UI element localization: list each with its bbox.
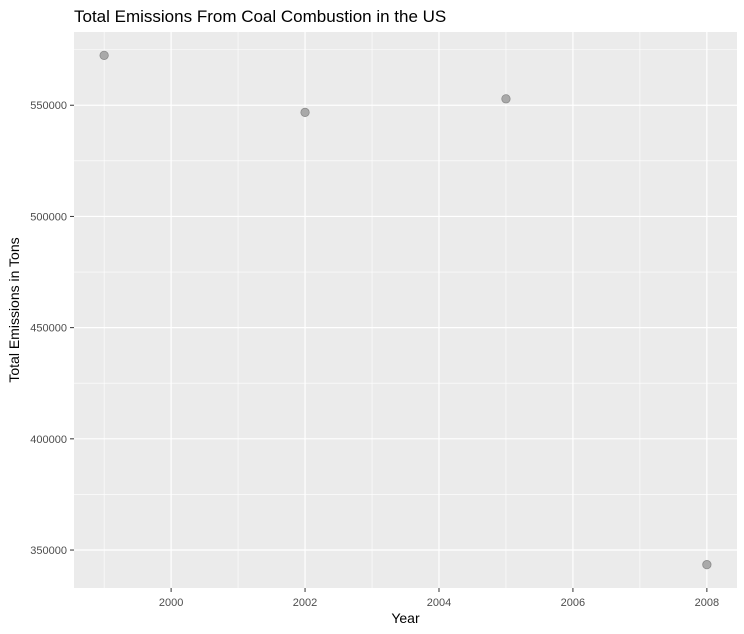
chart-title: Total Emissions From Coal Combustion in … bbox=[74, 7, 446, 26]
x-axis-title: Year bbox=[391, 610, 420, 626]
x-tick-label: 2008 bbox=[695, 597, 719, 609]
x-tick-label: 2006 bbox=[561, 597, 585, 609]
data-point bbox=[300, 107, 310, 117]
x-axis-ticks: 2000 2002 2004 2006 2008 bbox=[159, 588, 719, 609]
y-tick-label: 350000 bbox=[30, 545, 67, 557]
x-tick-label: 2004 bbox=[427, 597, 451, 609]
data-points bbox=[99, 50, 712, 570]
y-tick-label: 400000 bbox=[30, 434, 67, 446]
y-tick-label: 550000 bbox=[30, 100, 67, 112]
x-tick-label: 2000 bbox=[159, 597, 183, 609]
data-point bbox=[702, 560, 712, 570]
data-point bbox=[99, 50, 109, 60]
y-axis-title: Total Emissions in Tons bbox=[6, 237, 22, 382]
y-tick-label: 500000 bbox=[30, 211, 67, 223]
x-tick-label: 2002 bbox=[293, 597, 317, 609]
y-axis-ticks: 350000 400000 450000 500000 550000 bbox=[30, 100, 74, 557]
data-point bbox=[501, 94, 511, 104]
y-tick-label: 450000 bbox=[30, 323, 67, 335]
plot-panel bbox=[74, 32, 737, 588]
gridlines bbox=[74, 32, 737, 588]
